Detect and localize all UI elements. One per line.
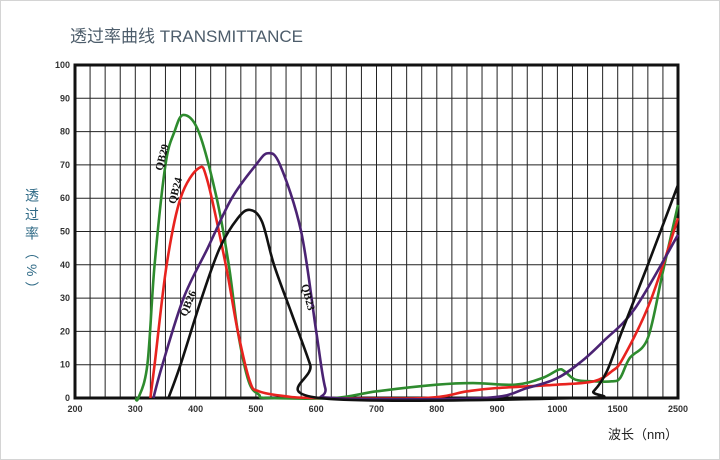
y-tick-label: 40	[60, 260, 70, 270]
y-tick-label: 80	[60, 127, 70, 137]
x-tick-label: 2500	[668, 404, 688, 414]
x-tick-label: 500	[248, 404, 263, 414]
chart-title: 透过率曲线 TRANSMITTANCE	[70, 27, 303, 46]
x-tick-label: 600	[309, 404, 324, 414]
y-tick-label: 20	[60, 326, 70, 336]
y-tick-label: 90	[60, 93, 70, 103]
x-tick-label: 900	[490, 404, 505, 414]
y-tick-label: 30	[60, 293, 70, 303]
x-tick-label: 1000	[547, 404, 567, 414]
x-tick-label: 700	[369, 404, 384, 414]
y-tick-label: 0	[65, 393, 70, 403]
y-tick-label: 10	[60, 360, 70, 370]
series-line-qb23	[167, 184, 680, 403]
x-tick-label: 300	[128, 404, 143, 414]
y-tick-label: 70	[60, 160, 70, 170]
x-tick-label: 200	[67, 404, 82, 414]
y-axis-label: 透过率（%）	[24, 188, 40, 301]
x-tick-label: 400	[188, 404, 203, 414]
y-tick-label: 60	[60, 193, 70, 203]
curve-label-qb29: QB29	[153, 142, 172, 172]
y-tick-label: 50	[60, 227, 70, 237]
series-line-qb24	[149, 165, 680, 400]
x-tick-label: 800	[429, 404, 444, 414]
y-tick-label: 100	[55, 60, 70, 70]
x-tick-label: 1500	[608, 404, 628, 414]
series-line-qb26	[152, 151, 680, 401]
x-axis-label: 波长（nm）	[608, 427, 679, 442]
